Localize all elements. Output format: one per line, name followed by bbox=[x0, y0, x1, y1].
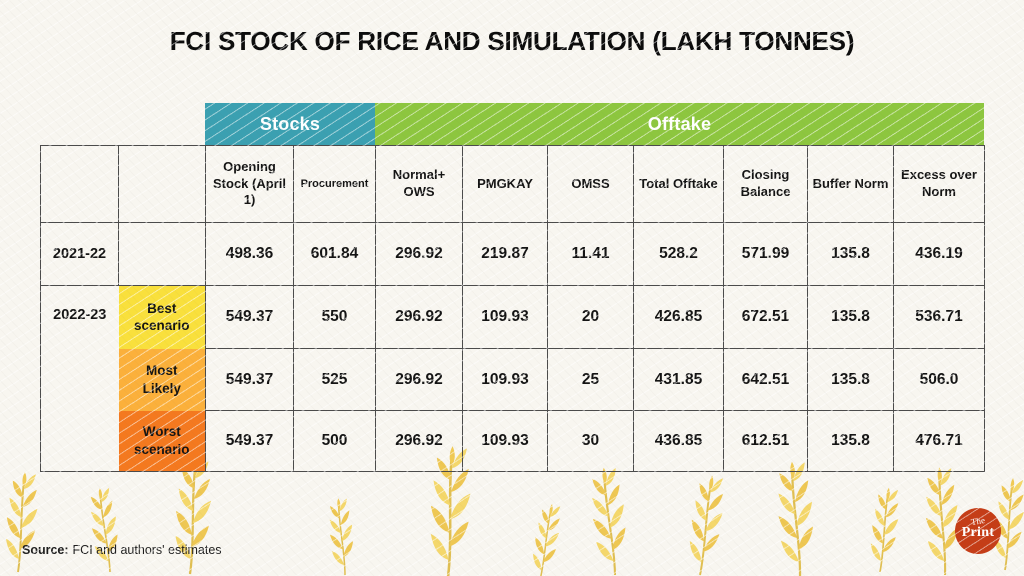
col-header-pmgkay: PMGKAY bbox=[462, 145, 548, 223]
fci-stock-table: Opening Stock (April 1) Procurement Norm… bbox=[40, 145, 985, 472]
theprint-logo: The Print bbox=[955, 508, 1001, 554]
corner-cell-year bbox=[40, 145, 119, 223]
cell-omss: 20 bbox=[547, 285, 634, 349]
col-header-opening-stock: Opening Stock (April 1) bbox=[205, 145, 294, 223]
col-header-closing-balance: Closing Balance bbox=[723, 145, 808, 223]
cell-normal-ows: 296.92 bbox=[375, 222, 463, 286]
cell-buffer-norm: 135.8 bbox=[807, 222, 894, 286]
page-title: FCI STOCK OF RICE AND SIMULATION (LAKH T… bbox=[169, 26, 855, 56]
cell-procurement: 550 bbox=[293, 285, 376, 349]
table-row-most-likely: Most Likely 549.37 525 296.92 109.93 25 … bbox=[41, 348, 985, 411]
cell-pmgkay: 109.93 bbox=[462, 348, 548, 411]
cell-omss: 11.41 bbox=[547, 222, 634, 286]
cell-excess-over-norm: 476.71 bbox=[893, 410, 985, 472]
cell-closing-balance: 571.99 bbox=[723, 222, 808, 286]
header-row: Opening Stock (April 1) Procurement Norm… bbox=[40, 145, 985, 223]
cell-buffer-norm: 135.8 bbox=[807, 285, 894, 349]
table-row-2021-22: 2021-22 498.36 601.84 296.92 219.87 11.4… bbox=[40, 222, 985, 286]
cell-omss: 25 bbox=[547, 348, 634, 411]
year-cell: 2021-22 bbox=[40, 222, 119, 286]
stocks-group-header: Stocks bbox=[205, 103, 375, 145]
cell-excess-over-norm: 436.19 bbox=[893, 222, 985, 286]
cell-pmgkay: 219.87 bbox=[462, 222, 548, 286]
cell-normal-ows: 296.92 bbox=[375, 410, 463, 472]
col-header-normal-ows: Normal+ OWS bbox=[375, 145, 463, 223]
cell-buffer-norm: 135.8 bbox=[807, 410, 894, 472]
cell-pmgkay: 109.93 bbox=[462, 285, 548, 349]
offtake-group-header: Offtake bbox=[375, 103, 984, 145]
source-note: Source: FCI and authors' estimates bbox=[22, 543, 222, 557]
cell-closing-balance: 642.51 bbox=[723, 348, 808, 411]
table-row-best-scenario: 2022-23 Best scenario 549.37 550 296.92 … bbox=[40, 285, 985, 472]
cell-opening-stock: 549.37 bbox=[205, 410, 294, 472]
scenario-cell-most-likely: Most Likely bbox=[118, 348, 206, 411]
band-spacer bbox=[40, 103, 205, 145]
col-header-excess-over-norm: Excess over Norm bbox=[893, 145, 985, 223]
scenario-cell-empty bbox=[118, 222, 206, 286]
cell-total-offtake: 431.85 bbox=[633, 348, 724, 411]
cell-total-offtake: 436.85 bbox=[633, 410, 724, 472]
column-group-band: Stocks Offtake bbox=[40, 103, 984, 145]
cell-omss: 30 bbox=[547, 410, 634, 472]
col-header-procurement: Procurement bbox=[293, 145, 376, 223]
logo-print-text: Print bbox=[961, 525, 995, 540]
col-header-total-offtake: Total Offtake bbox=[633, 145, 724, 223]
source-label: Source: bbox=[22, 543, 69, 557]
cell-opening-stock: 549.37 bbox=[205, 285, 294, 349]
cell-opening-stock: 498.36 bbox=[205, 222, 294, 286]
table-row-worst-scenario: Worst scenario 549.37 500 296.92 109.93 … bbox=[41, 410, 985, 472]
cell-procurement: 525 bbox=[293, 348, 376, 411]
year-cell: 2022-23 bbox=[40, 285, 119, 472]
cell-normal-ows: 296.92 bbox=[375, 348, 463, 411]
source-text: FCI and authors' estimates bbox=[72, 543, 222, 557]
cell-opening-stock: 549.37 bbox=[205, 348, 294, 411]
cell-excess-over-norm: 506.0 bbox=[893, 348, 985, 411]
cell-pmgkay: 109.93 bbox=[462, 410, 548, 472]
cell-procurement: 500 bbox=[293, 410, 376, 472]
cell-procurement: 601.84 bbox=[293, 222, 376, 286]
corner-cell-scenario bbox=[118, 145, 206, 223]
scenario-cell-worst: Worst scenario bbox=[118, 410, 206, 472]
scenario-cell-best: Best scenario bbox=[118, 285, 206, 349]
cell-normal-ows: 296.92 bbox=[375, 285, 463, 349]
cell-closing-balance: 612.51 bbox=[723, 410, 808, 472]
cell-closing-balance: 672.51 bbox=[723, 285, 808, 349]
col-header-omss: OMSS bbox=[547, 145, 634, 223]
cell-total-offtake: 426.85 bbox=[633, 285, 724, 349]
col-header-buffer-norm: Buffer Norm bbox=[807, 145, 894, 223]
cell-total-offtake: 528.2 bbox=[633, 222, 724, 286]
cell-buffer-norm: 135.8 bbox=[807, 348, 894, 411]
cell-excess-over-norm: 536.71 bbox=[893, 285, 985, 349]
